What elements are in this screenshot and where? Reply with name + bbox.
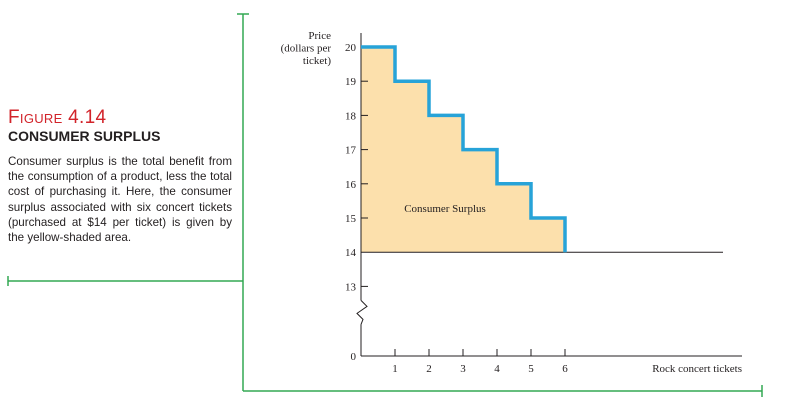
y-tick-label: 14 <box>345 247 357 259</box>
demand-step-curve <box>361 45 567 253</box>
figure-caption: Figure 4.14 CONSUMER SURPLUS Consumer su… <box>8 108 232 245</box>
figure-label: Figure 4.14 <box>8 107 107 128</box>
y-tick-label: 20 <box>345 42 357 54</box>
y-tick-label: 19 <box>345 76 357 88</box>
figure-title: CONSUMER SURPLUS <box>8 128 161 144</box>
y-tick-label: 0 <box>351 351 357 363</box>
y-tick-label: 15 <box>345 213 357 225</box>
y-axis-label-line: Price <box>308 30 331 42</box>
y-tick-label: 18 <box>345 110 357 122</box>
consumer-surplus-annotation: Consumer Surplus <box>404 203 486 215</box>
y-tick-label: 13 <box>345 281 357 293</box>
figure-frame <box>7 13 763 397</box>
y-tick-label: 17 <box>345 145 357 157</box>
x-tick-label: 4 <box>494 363 500 375</box>
y-axis-label-line: (dollars per <box>281 43 332 55</box>
y-tick-label: 16 <box>345 179 357 191</box>
figure-description: Consumer surplus is the total benefit fr… <box>8 155 232 245</box>
x-tick-label: 2 <box>426 363 432 375</box>
labels-layer: 20 19 18 17 16 15 14 13 0 1 2 3 4 5 6 Price(dollars per… <box>281 30 742 375</box>
demand-steps-layer <box>361 45 567 253</box>
x-tick-label: 3 <box>460 363 466 375</box>
x-tick-label: 5 <box>528 363 534 375</box>
y-axis-label-line: ticket) <box>303 55 331 67</box>
x-tick-label: 1 <box>392 363 398 375</box>
axes-layer <box>356 33 742 357</box>
x-axis-label: Rock concert tickets <box>652 363 742 375</box>
x-tick-label: 6 <box>562 363 568 375</box>
y-axis-break <box>356 300 368 325</box>
